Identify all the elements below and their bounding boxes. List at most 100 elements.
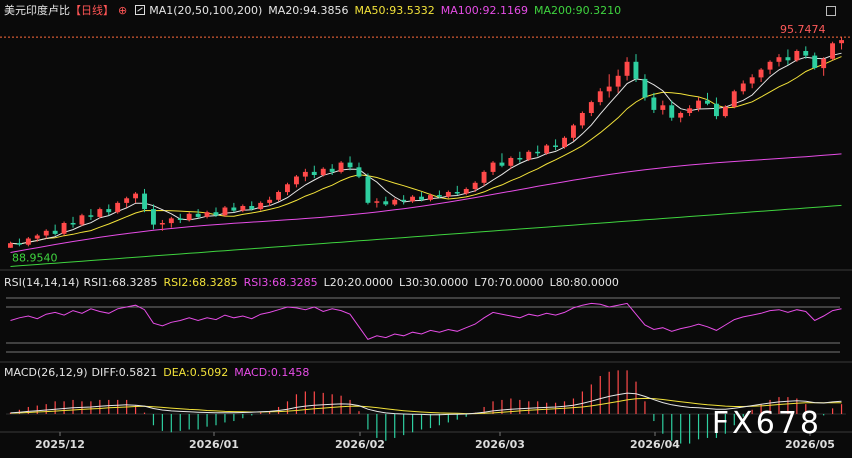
diff-line [10,392,842,416]
maximize-icon[interactable] [826,6,836,16]
candle [472,182,478,189]
candle [419,196,424,200]
candle [222,207,228,216]
candle [490,162,496,172]
candle [758,69,764,78]
candle [535,151,541,154]
ma50-value: MA50:93.5332 [354,4,435,17]
ma20-value: MA20:94.3856 [268,4,349,17]
fx678-watermark: FX678 [711,406,822,441]
candle [124,198,130,203]
period-label[interactable]: 【日线】 [70,4,114,17]
candle [767,61,773,70]
candle [428,195,433,200]
candle [365,176,371,203]
candle [142,193,147,210]
candle [401,199,407,202]
candle [499,162,505,166]
candle [159,223,165,225]
l30-value: L30:30.0000 [398,276,469,289]
candle [463,189,469,194]
candle [151,209,156,225]
candle [249,206,255,210]
candle [821,58,827,69]
circle-plus-icon[interactable]: ⊕ [118,4,128,17]
ma-settings-label[interactable]: MA1(20,50,100,200) [149,4,263,17]
candle [812,55,818,68]
x-tick-label: 2026/05 [785,438,835,451]
candle [356,167,362,177]
x-tick-label: 2026/04 [630,438,680,451]
candle [544,145,550,154]
ma100-value: MA100:92.1169 [440,4,528,17]
ma200-line [10,204,842,267]
dea-line [10,397,842,415]
x-tick-label: 2026/03 [475,438,525,451]
x-tick-label: 2026/01 [189,438,239,451]
candle [294,176,299,185]
candle [803,51,809,56]
candle [34,235,40,239]
candle [705,100,710,104]
candle [579,113,585,126]
macd-histogram [9,370,843,444]
candle [383,201,389,205]
candle [687,108,693,113]
candle [615,75,621,87]
candle [740,83,746,92]
candle [186,213,192,220]
candle [133,193,138,199]
candle [302,171,308,177]
candle [642,78,648,98]
candle [651,97,657,110]
rsi-settings-label[interactable]: RSI(14,14,14) [4,276,80,289]
candle [168,218,174,224]
candle [61,223,67,234]
ma20-line [10,52,842,245]
l80-value: L80:80.0000 [549,276,619,289]
candle [830,43,835,59]
candle [714,103,719,117]
candle [785,57,791,61]
candle [553,145,558,147]
l70-value: L70:70.0000 [474,276,544,289]
rsi-line [10,302,842,341]
instrument-title[interactable]: 美元印度卢比 [4,4,70,17]
macd-header: MACD(26,12,9) DIFF:0.5821 DEA:0.5092 MACD:0… [4,366,315,380]
rsi1-value: RSI1:68.3285 [83,276,158,289]
candle [267,199,273,203]
candle [454,192,460,194]
rsi3-value: RSI3:68.3285 [243,276,318,289]
rsi-header: RSI(14,14,14) RSI1:68.3285 RSI2:68.3285 RSI… [4,276,625,290]
candle [481,171,487,183]
candle [633,61,639,79]
x-tick-label: 2025/12 [35,438,85,451]
candle [177,218,183,220]
candle [731,91,737,107]
candle [25,238,31,245]
candle [347,162,353,168]
l20-value: L20:20.0000 [323,276,393,289]
candles [8,37,844,248]
candle [52,230,58,234]
macd-settings-label[interactable]: MACD(26,12,9) [4,366,88,379]
candle [839,40,844,44]
chart-type-icon[interactable] [135,5,146,15]
candle [213,212,219,216]
candle [285,184,290,193]
macd-value: MACD:0.1458 [234,366,310,379]
candle [79,215,85,225]
candle [588,102,594,113]
candle [392,199,398,205]
candle [749,77,755,84]
candle [329,168,335,172]
candle [445,192,451,197]
candle [696,100,701,109]
candle [624,61,630,76]
candle [678,113,684,118]
candle [258,202,264,210]
candle [776,57,782,62]
candle [669,105,675,118]
